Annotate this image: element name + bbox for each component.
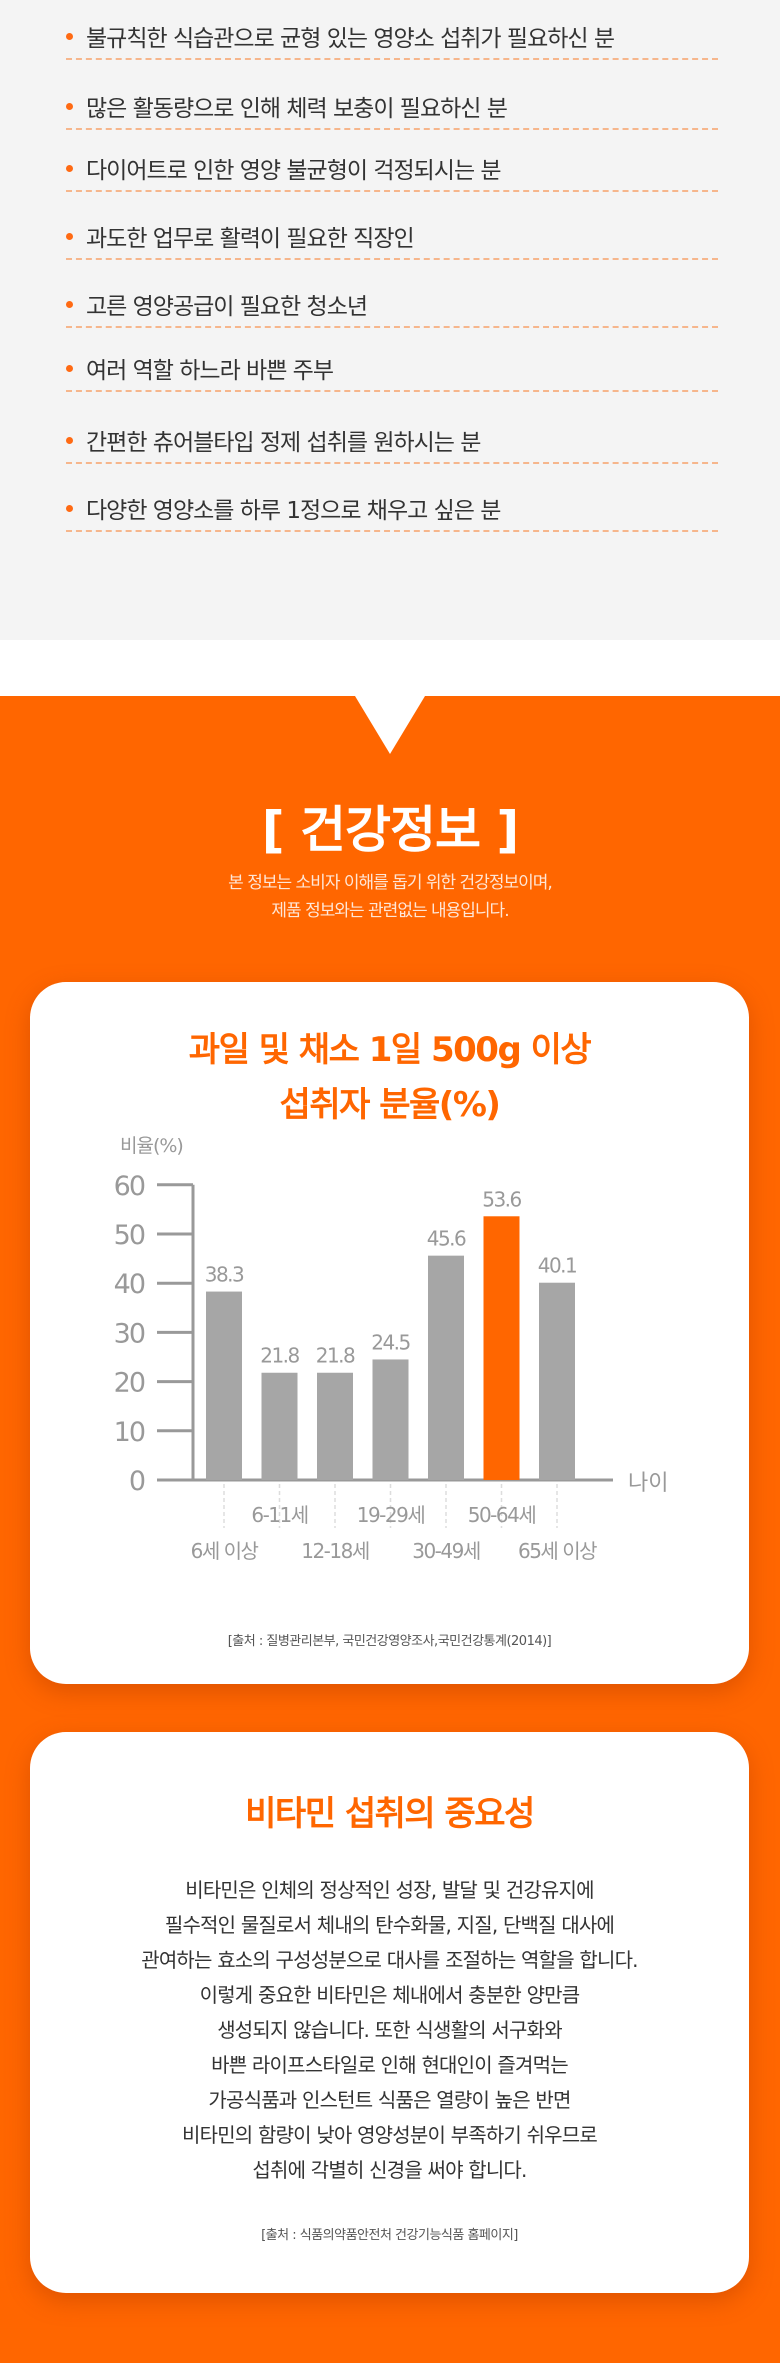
bar-value-label: 45.6 [427, 1227, 466, 1251]
chart-source: [출처 : 질병관리본부, 국민건강영양조사,국민건강통계(2014)] [227, 1634, 552, 1649]
chart-card: 과일 및 채소 1일 500g 이상 섭취자 분율(%) 비율(%) 0 10 20 3… [30, 982, 749, 1684]
y-tick-label: 10 [114, 1417, 145, 1448]
bar [372, 1359, 409, 1480]
chart-title: 섭취자 분율(%) [279, 1085, 501, 1125]
target-list-item: 불규칙한 식습관으로 균형 있는 영양소 섭취가 필요하신 분 [66, 14, 718, 60]
x-tick-label: 6세 이상 [191, 1539, 259, 1563]
vitamin-body-line: 이렇게 중요한 비타민은 체내에서 충분한 양만큼 [199, 1983, 581, 2007]
vitamin-body-line: 바쁜 라이프스타일로 인해 현대인이 즐겨먹는 [211, 2053, 568, 2077]
vitamin-source: [출처 : 식품의약품안전처 건강기능식품 홈페이지] [261, 2228, 518, 2243]
bar [206, 1291, 242, 1480]
y-tick-label: 50 [114, 1220, 145, 1251]
bullet-icon [66, 504, 73, 512]
bullet-icon [66, 300, 73, 308]
x-tick-label: 6-11세 [251, 1503, 307, 1527]
bar-value-label: 53.6 [482, 1187, 521, 1211]
bullet-icon [66, 164, 73, 172]
vitamin-body-line: 섭취에 각별히 신경을 써야 합니다. [252, 2158, 527, 2182]
section-notch [355, 696, 425, 754]
bullet-icon [66, 364, 73, 372]
y-tick-label: 60 [114, 1171, 145, 1202]
target-audience-section [0, 0, 780, 640]
y-tick-label: 30 [114, 1318, 145, 1349]
target-list-item-text: 과도한 업무로 활력이 필요한 직장인 [86, 226, 415, 252]
target-list-item: 과도한 업무로 활력이 필요한 직장인 [66, 214, 718, 260]
vitamin-body-line: 관여하는 효소의 구성성분으로 대사를 조절하는 역할을 합니다. [141, 1948, 638, 1972]
target-list-item-text: 다양한 영양소를 하루 1정으로 채우고 싶은 분 [86, 498, 501, 524]
bar [261, 1372, 298, 1480]
y-tick-label: 0 [129, 1466, 145, 1497]
bar [317, 1372, 353, 1480]
vitamin-card: 비타민 섭취의 중요성 비타민은 인체의 정상적인 성장, 발달 및 건강유지에… [30, 1732, 749, 2293]
x-tick-label: 65세 이상 [518, 1539, 597, 1563]
bar-value-label: 40.1 [538, 1254, 577, 1278]
target-list-item: 여러 역할 하느라 바쁜 주부 [66, 346, 718, 392]
health-info-subtitle: 제품 정보와는 관련없는 내용입니다. [271, 901, 509, 921]
bar-value-label: 38.3 [205, 1263, 244, 1287]
target-list-item-text: 다이어트로 인한 영양 불균형이 걱정되시는 분 [86, 158, 502, 184]
bar-value-label: 24.5 [371, 1330, 410, 1354]
health-info-title: [ 건강정보 ] [261, 801, 520, 859]
bullet-icon [66, 102, 73, 110]
bar [483, 1216, 520, 1480]
health-info-subtitle: 본 정보는 소비자 이해를 돕기 위한 건강정보이며, [228, 873, 553, 893]
y-tick-label: 20 [114, 1368, 145, 1399]
target-list-item-text: 여러 역할 하느라 바쁜 주부 [86, 358, 334, 384]
x-axis-label: 나이 [628, 1471, 668, 1496]
y-tick-label: 40 [114, 1269, 145, 1300]
vitamin-body-line: 필수적인 물질로서 체내의 탄수화물, 지질, 단백질 대사에 [164, 1913, 615, 1937]
target-list-item: 간편한 츄어블타입 정제 섭취를 원하시는 분 [66, 418, 718, 464]
target-list-item: 다양한 영양소를 하루 1정으로 채우고 싶은 분 [66, 486, 718, 532]
bar [539, 1282, 575, 1480]
target-list-item: 고른 영양공급이 필요한 청소년 [66, 282, 718, 328]
target-list-item-text: 많은 활동량으로 인해 체력 보충이 필요하신 분 [86, 96, 508, 122]
bar [428, 1255, 464, 1480]
bar-value-label: 21.8 [260, 1344, 299, 1368]
vitamin-body-line: 가공식품과 인스턴트 식품은 열량이 높은 반면 [208, 2088, 571, 2112]
vitamin-title: 비타민 섭취의 중요성 [245, 1794, 535, 1834]
chart-title: 과일 및 채소 1일 500g 이상 [188, 1030, 592, 1070]
x-tick-label: 50-64세 [468, 1503, 536, 1527]
target-list-item: 다이어트로 인한 영양 불균형이 걱정되시는 분 [66, 146, 718, 192]
bullet-icon [66, 232, 73, 240]
x-tick-label: 30-49세 [412, 1539, 480, 1563]
bullet-icon [66, 436, 73, 444]
vitamin-body-line: 비타민의 함량이 낮아 영양성분이 부족하기 쉬우므로 [182, 2123, 598, 2147]
target-list-item: 많은 활동량으로 인해 체력 보충이 필요하신 분 [66, 84, 718, 130]
x-tick-label: 12-18세 [301, 1539, 369, 1563]
bar-chart: 비율(%) 0 10 20 30 40 50 60 나이 38.3 6세 이상 21.8 6-11세 21… [114, 1135, 669, 1563]
target-list-item-text: 불규칙한 식습관으로 균형 있는 영양소 섭취가 필요하신 분 [86, 26, 615, 52]
vitamin-body-line: 생성되지 않습니다. 또한 식생활의 서구화와 [217, 2018, 562, 2042]
bullet-icon [66, 32, 73, 40]
vitamin-body-line: 비타민은 인체의 정상적인 성장, 발달 및 건강유지에 [185, 1878, 594, 1902]
y-axis-label: 비율(%) [120, 1135, 183, 1157]
target-list-item-text: 간편한 츄어블타입 정제 섭취를 원하시는 분 [86, 430, 481, 456]
bar-value-label: 21.8 [316, 1344, 355, 1368]
x-tick-label: 19-29세 [357, 1503, 425, 1527]
target-list-item-text: 고른 영양공급이 필요한 청소년 [86, 294, 368, 320]
